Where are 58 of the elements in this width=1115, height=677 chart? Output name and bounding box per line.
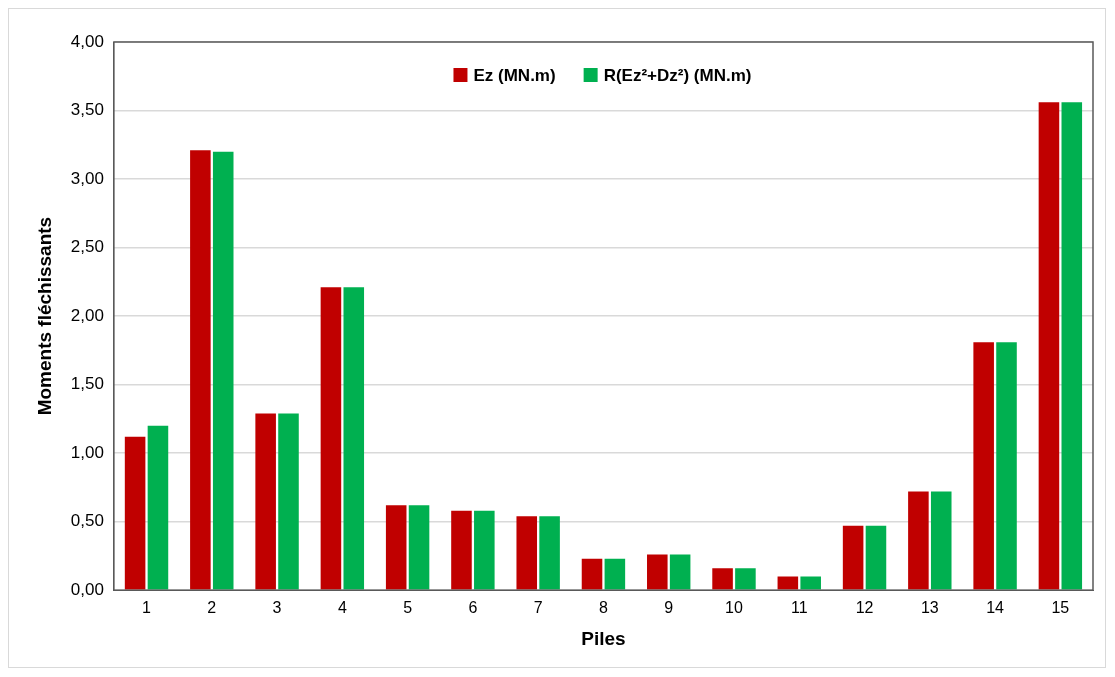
bar <box>408 505 430 590</box>
legend-label: Ez (MN.m) <box>473 65 556 85</box>
bar <box>777 576 799 590</box>
x-tick-label: 10 <box>725 598 743 616</box>
x-tick-label: 1 <box>142 598 152 616</box>
x-tick-label: 3 <box>272 598 282 616</box>
y-axis-title: Moments fléchissants <box>33 216 55 416</box>
bar <box>539 516 560 590</box>
bar <box>712 568 733 590</box>
x-tick-label: 12 <box>855 598 874 616</box>
x-tick-label: 15 <box>1051 598 1070 616</box>
bar <box>385 505 407 590</box>
bar <box>124 436 146 590</box>
bar <box>647 554 668 590</box>
y-tick-label: 3,50 <box>70 100 104 120</box>
bar <box>669 554 691 590</box>
bar <box>451 510 472 590</box>
bar <box>735 568 756 590</box>
bar <box>212 151 234 590</box>
bar <box>343 287 365 590</box>
bar <box>842 525 864 590</box>
x-tick-label: 7 <box>533 598 543 616</box>
bar <box>604 558 626 590</box>
x-tick-label: 8 <box>598 598 608 616</box>
bar <box>320 287 342 590</box>
bar <box>930 491 952 590</box>
y-tick-label: 2,50 <box>70 237 104 257</box>
bar <box>1061 102 1083 590</box>
x-tick-label: 2 <box>207 598 217 616</box>
y-tick-label: 1,00 <box>70 442 104 462</box>
bar <box>255 413 276 590</box>
bar <box>474 510 495 590</box>
bar <box>800 576 821 590</box>
x-tick-label: 5 <box>403 598 413 616</box>
x-tick-label: 4 <box>337 598 347 616</box>
y-tick-label: 4,00 <box>70 31 104 51</box>
bar <box>190 150 211 590</box>
y-tick-label: 0,50 <box>70 511 104 531</box>
bar <box>1038 102 1060 590</box>
x-tick-label: 14 <box>986 598 1005 616</box>
bar <box>581 558 603 590</box>
bar <box>278 413 299 590</box>
bar <box>996 342 1017 590</box>
bar <box>908 491 929 590</box>
y-tick-label: 0,00 <box>70 579 104 599</box>
bar <box>865 525 887 590</box>
bar <box>973 342 994 590</box>
x-tick-label: 9 <box>664 598 674 616</box>
x-tick-label: 11 <box>790 598 808 616</box>
x-tick-label: 6 <box>468 598 478 616</box>
bar <box>516 516 538 590</box>
x-axis-title: Piles <box>581 627 626 649</box>
y-tick-label: 3,00 <box>70 168 104 188</box>
y-tick-label: 1,50 <box>70 374 104 394</box>
legend-label: R(Ez²+Dz²) (MN.m) <box>603 65 752 85</box>
x-tick-label: 13 <box>920 598 939 616</box>
y-tick-label: 2,00 <box>70 305 104 325</box>
bar <box>147 425 169 590</box>
